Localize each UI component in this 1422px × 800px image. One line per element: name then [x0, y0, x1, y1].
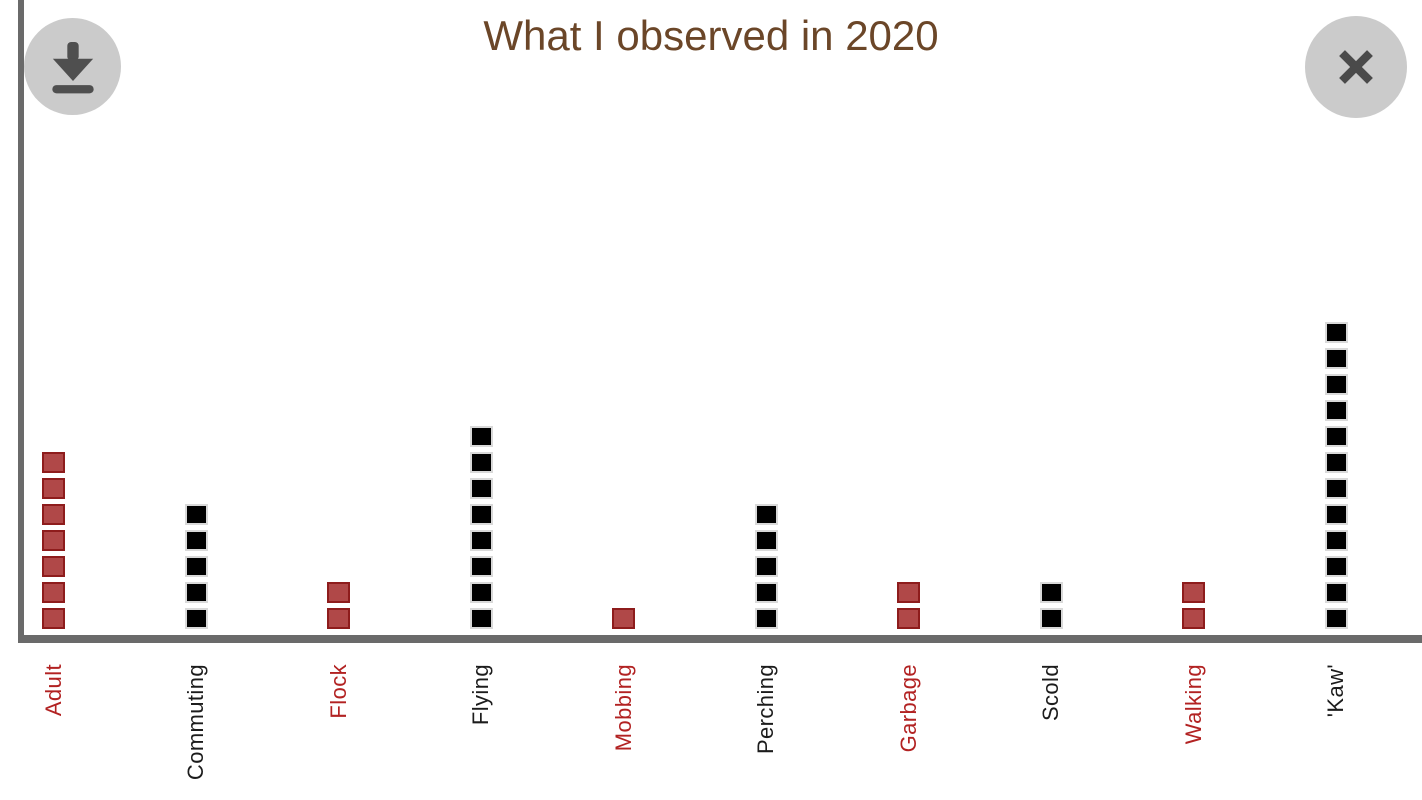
unit-square — [469, 504, 493, 525]
unit-square — [754, 530, 778, 551]
bar-column-perching — [754, 504, 778, 629]
x-axis-label: Walking — [1180, 664, 1206, 745]
unit-square — [469, 556, 493, 577]
download-icon — [42, 36, 104, 98]
x-axis-label: Garbage — [895, 664, 921, 753]
unit-square — [1324, 582, 1348, 603]
unit-square — [42, 478, 65, 499]
unit-square — [1182, 608, 1205, 629]
x-axis-label: Commuting — [183, 664, 208, 781]
close-icon — [1325, 36, 1387, 98]
bar-column-mobbing — [612, 608, 635, 629]
unit-square — [897, 582, 920, 603]
bar-column-walking — [1182, 582, 1205, 629]
unit-square — [42, 582, 65, 603]
unit-square — [1324, 426, 1348, 447]
unit-square — [754, 556, 778, 577]
bar-column-commuting — [184, 504, 208, 629]
bar-column-kaw — [1324, 322, 1348, 629]
unit-square — [1324, 530, 1348, 551]
unit-square — [184, 530, 208, 551]
close-button[interactable] — [1305, 16, 1407, 118]
x-axis-label: Adult — [40, 664, 66, 717]
unit-square — [469, 478, 493, 499]
bar-column-scold — [1039, 582, 1063, 629]
unit-square — [1182, 582, 1205, 603]
bar-column-flying — [469, 426, 493, 629]
download-button[interactable] — [24, 18, 121, 115]
unit-square — [469, 582, 493, 603]
unit-square — [327, 582, 350, 603]
x-axis-label: Flying — [468, 664, 493, 726]
unit-square — [184, 504, 208, 525]
unit-square — [42, 452, 65, 473]
bar-column-adult — [42, 452, 65, 629]
unit-square — [754, 582, 778, 603]
unit-square — [42, 504, 65, 525]
unit-square — [612, 608, 635, 629]
unit-square — [1039, 582, 1063, 603]
unit-square — [327, 608, 350, 629]
bar-column-garbage — [897, 582, 920, 629]
x-axis-label: 'Kaw' — [1323, 664, 1348, 718]
x-axis-label: Scold — [1038, 664, 1063, 722]
unit-square — [1324, 322, 1348, 343]
unit-square — [754, 608, 778, 629]
unit-square — [42, 530, 65, 551]
bar-column-flock — [327, 582, 350, 629]
unit-square — [1324, 452, 1348, 473]
unit-square — [1324, 504, 1348, 525]
unit-square — [1324, 608, 1348, 629]
x-axis-label: Flock — [325, 664, 351, 719]
unit-square — [1039, 608, 1063, 629]
unit-square — [469, 426, 493, 447]
chart-title: What I observed in 2020 — [483, 12, 939, 59]
unit-square — [469, 608, 493, 629]
unit-square — [184, 608, 208, 629]
unit-square — [469, 452, 493, 473]
unit-square — [42, 608, 65, 629]
unit-square — [1324, 400, 1348, 421]
unit-square — [1324, 374, 1348, 395]
x-axis-label: Perching — [753, 664, 778, 755]
unit-square — [754, 504, 778, 525]
unit-square — [1324, 478, 1348, 499]
unit-square — [184, 556, 208, 577]
unit-square — [1324, 348, 1348, 369]
unit-square — [469, 530, 493, 551]
x-axis-label: Mobbing — [610, 664, 636, 752]
y-axis-line — [18, 0, 24, 643]
x-axis-line — [18, 635, 1422, 643]
unit-square — [184, 582, 208, 603]
unit-square — [897, 608, 920, 629]
unit-square — [42, 556, 65, 577]
unit-square — [1324, 556, 1348, 577]
